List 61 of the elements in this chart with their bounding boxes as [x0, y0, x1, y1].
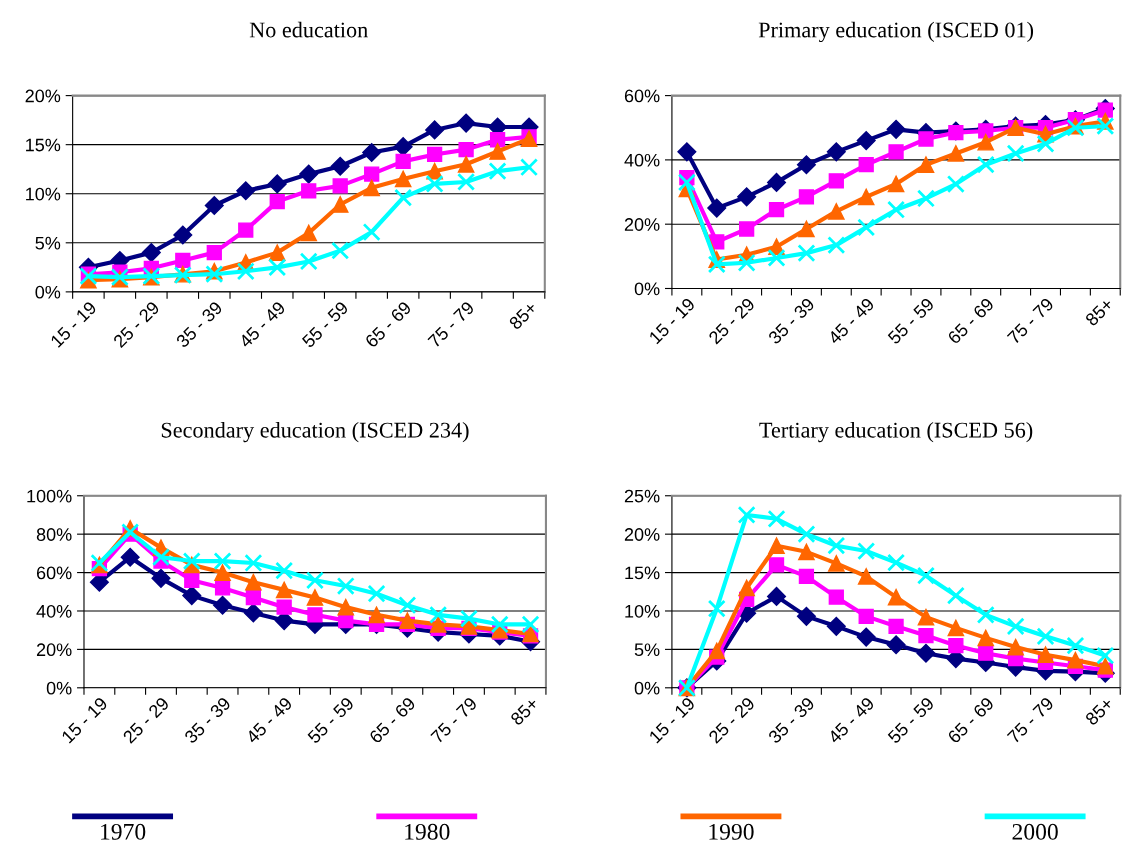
x-tick-label: 25 - 29 [707, 297, 756, 345]
x-tick-label: 55 - 59 [301, 300, 349, 349]
y-tick-label: 20% [624, 218, 660, 231]
y-tick-label: 25% [624, 489, 660, 503]
x-tick-label: 75 - 79 [427, 300, 475, 349]
chart-title: Tertiary education (ISCED 56) [759, 422, 1033, 443]
chart-title: Secondary education (ISCED 234) [161, 422, 469, 443]
x-tick-label: 35 - 39 [767, 696, 816, 745]
x-tick-label: 35 - 39 [767, 297, 816, 345]
x-tick-label: 15 - 19 [648, 696, 696, 744]
y-tick-label: 60% [624, 89, 660, 103]
x-tick-label: 65 - 69 [368, 696, 417, 744]
y-tick-label: 20% [25, 89, 61, 103]
y-tick-label: 10% [625, 604, 660, 618]
x-tick-label: 45 - 49 [827, 297, 875, 346]
x-tick-label: 45 - 49 [245, 696, 293, 745]
x-tick-label: 15 - 19 [60, 696, 109, 744]
x-tick-label: 45 - 49 [238, 300, 287, 349]
x-tick-label: 65 - 69 [364, 300, 412, 349]
chart-title: No education [249, 21, 368, 38]
x-tick-label: 75 - 79 [430, 696, 478, 744]
x-tick-label: 25 - 29 [707, 696, 756, 744]
chart-title: Primary education (ISCED 01) [758, 21, 1034, 43]
x-tick-label: 85+ [1084, 297, 1115, 327]
legend-label: 1970 [101, 823, 146, 840]
x-tick-label: 15 - 19 [49, 300, 98, 348]
x-tick-label: 25 - 29 [122, 696, 170, 744]
x-tick-label: 35 - 39 [183, 696, 232, 745]
y-tick-label: 5% [35, 236, 61, 250]
x-tick-label: 15 - 19 [648, 297, 696, 345]
legend-label: 1980 [405, 823, 450, 840]
x-tick-label: 85+ [509, 696, 540, 726]
legend-label: 2000 [1012, 823, 1058, 840]
y-tick-label: 20% [36, 643, 72, 657]
x-tick-label: 85+ [1084, 696, 1115, 726]
y-tick-label: 20% [624, 528, 660, 541]
x-tick-label: 55 - 59 [887, 297, 935, 345]
x-tick-label: 65 - 69 [946, 696, 995, 744]
y-tick-label: 60% [36, 566, 72, 580]
y-tick-label: 0% [634, 282, 660, 296]
y-tick-label: 15% [26, 138, 61, 152]
y-tick-label: 40% [624, 153, 660, 167]
x-tick-label: 65 - 69 [946, 297, 995, 345]
x-tick-label: 45 - 49 [827, 696, 875, 745]
y-tick-label: 80% [36, 528, 72, 541]
y-tick-label: 0% [46, 681, 72, 695]
y-tick-label: 15% [625, 566, 660, 580]
y-tick-label: 10% [26, 187, 61, 201]
x-tick-label: 25 - 29 [112, 300, 161, 349]
x-tick-label: 35 - 39 [175, 300, 224, 349]
x-tick-label: 55 - 59 [306, 696, 355, 745]
y-tick-label: 0% [35, 285, 61, 299]
y-tick-label: 40% [36, 604, 72, 618]
x-tick-label: 75 - 79 [1006, 297, 1055, 345]
legend-label: 1990 [709, 823, 754, 840]
y-tick-label: 5% [634, 643, 660, 657]
x-tick-label: 85+ [508, 300, 538, 331]
y-tick-label: 0% [634, 681, 660, 695]
y-tick-label: 100% [27, 489, 72, 503]
x-tick-label: 55 - 59 [887, 696, 935, 745]
x-tick-label: 75 - 79 [1006, 696, 1055, 744]
